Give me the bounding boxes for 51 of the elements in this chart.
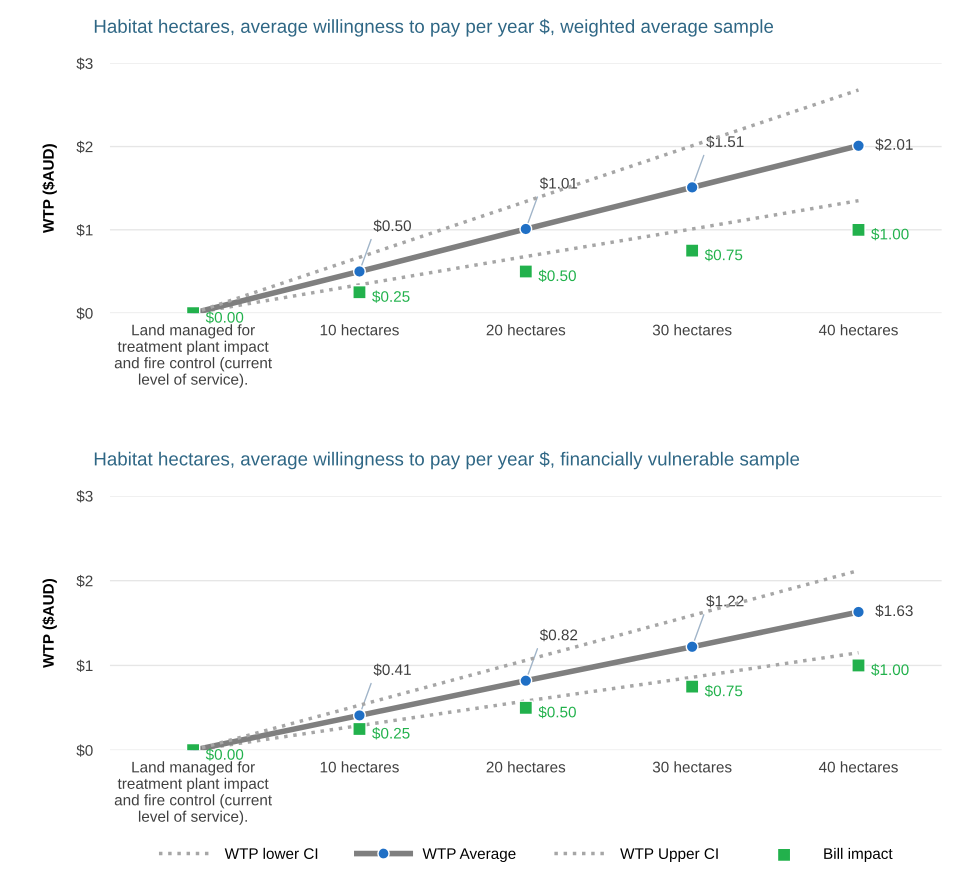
- data-label: $0.25: [372, 727, 410, 740]
- data-label: $1.22: [706, 594, 744, 608]
- data-label: $0.50: [538, 706, 576, 718]
- x-tick-label: 20 hectares: [486, 761, 566, 773]
- data-label: $0.41: [374, 664, 411, 676]
- data-label: $0.50: [538, 270, 576, 282]
- x-tick-label: 30 hectares: [652, 324, 732, 336]
- y-tick-label: $2: [76, 140, 93, 154]
- x-tick-label: Land managed for treatment plant impact and fire control (current level of service).: [114, 761, 272, 825]
- data-label: $0.82: [540, 628, 578, 642]
- point: [851, 658, 866, 673]
- legend-label: WTP Upper CI: [620, 848, 718, 862]
- data-label: $2.01: [875, 138, 913, 151]
- y-tick-label: $1: [76, 224, 93, 236]
- point: [518, 700, 534, 716]
- point: [352, 722, 367, 736]
- data-label: $1.00: [871, 228, 909, 240]
- data-label: $0.50: [374, 220, 411, 232]
- y-tick-label: $0: [76, 744, 93, 757]
- y-tick-label: $2: [76, 574, 93, 588]
- chart-title: Habitat hectares, average willingness to pay per year $, weighted average sample: [94, 18, 774, 37]
- y-tick-label: $1: [76, 660, 93, 672]
- data-label: $0.00: [206, 311, 244, 324]
- data-label: $0.00: [206, 748, 244, 761]
- y-tick-label: $0: [76, 307, 93, 320]
- legend-label: WTP Average: [422, 848, 516, 862]
- x-tick-label: 20 hectares: [486, 324, 566, 336]
- data-label: $0.75: [704, 684, 742, 698]
- point: [684, 679, 700, 694]
- y-axis-title: WTP ($AUD): [42, 144, 57, 234]
- point: [352, 284, 367, 300]
- y-axis-title: WTP ($AUD): [42, 578, 57, 668]
- y-tick-label: $3: [76, 490, 93, 503]
- data-label: $1.63: [875, 604, 913, 618]
- x-tick-label: 40 hectares: [818, 324, 898, 336]
- x-tick-label: 30 hectares: [652, 761, 732, 773]
- x-tick-label: Land managed for treatment plant impact and fire control (current level of service).: [114, 324, 272, 388]
- x-tick-label: 40 hectares: [818, 761, 898, 773]
- data-label: $0.25: [372, 290, 410, 303]
- data-label: $1.01: [540, 177, 578, 190]
- point: [684, 243, 700, 258]
- data-label: $0.75: [704, 248, 742, 262]
- data-label: $1.00: [871, 664, 909, 676]
- x-tick-label: 10 hectares: [320, 761, 399, 773]
- legend-label: Bill impact: [824, 848, 893, 862]
- y-tick-label: $3: [76, 58, 93, 70]
- point: [851, 222, 866, 238]
- chart-title: Habitat hectares, average willingness to pay per year $, financially vulnerable sample: [94, 452, 800, 470]
- legend-label: WTP lower CI: [224, 848, 318, 860]
- point: [518, 264, 534, 279]
- x-tick-label: 10 hectares: [320, 324, 399, 336]
